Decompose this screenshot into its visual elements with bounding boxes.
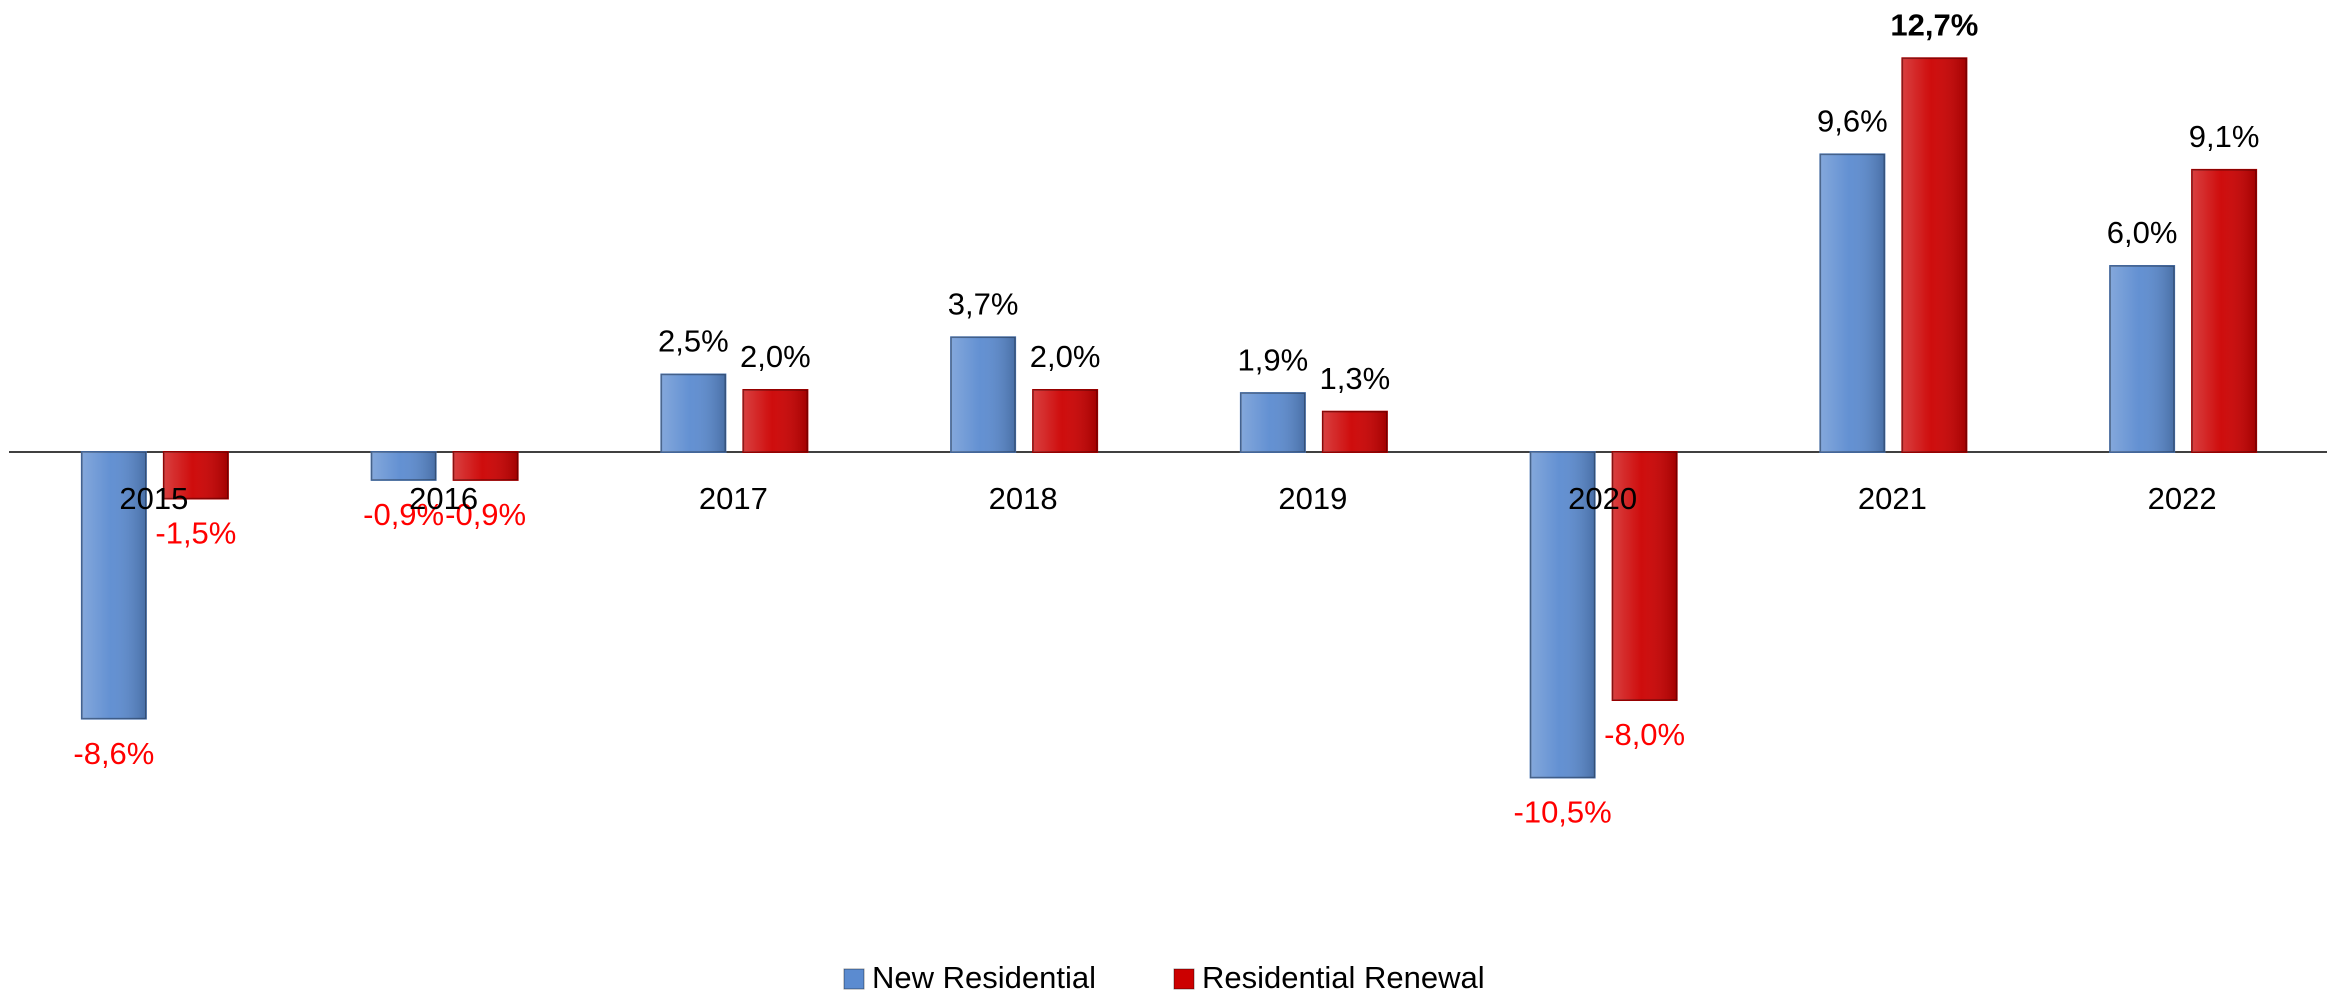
value-label: -8,0% <box>1604 717 1685 752</box>
bar-sheen <box>1819 153 1886 453</box>
legend-label: New Residential <box>872 960 1096 995</box>
x-tick-label: 2015 <box>119 481 188 516</box>
bar-sheen <box>742 389 809 453</box>
bar-sheen <box>370 451 437 481</box>
value-label: -0,9% <box>363 497 444 532</box>
bar-sheen <box>1529 451 1596 779</box>
value-label: -1,5% <box>155 516 236 551</box>
legend-swatch <box>843 968 865 990</box>
value-label: 6,0% <box>2107 215 2178 250</box>
value-label: -0,9% <box>445 497 526 532</box>
legend: New Residential Residential Renewal <box>843 960 1485 995</box>
bar-sheen <box>2109 265 2175 453</box>
bar-sheen <box>1901 57 1968 453</box>
x-tick-label: 2018 <box>989 481 1058 516</box>
value-label: 9,6% <box>1817 104 1888 139</box>
value-label: 1,3% <box>1320 361 1391 396</box>
value-label: 2,5% <box>658 324 729 359</box>
value-label: 9,1% <box>2189 119 2260 154</box>
value-label: 2,0% <box>1030 339 1101 374</box>
bar-sheen <box>950 336 1016 453</box>
bar-sheen <box>2191 169 2257 453</box>
value-label: 3,7% <box>948 286 1019 321</box>
bar-sheen <box>660 373 727 453</box>
bar-sheen <box>1611 451 1678 701</box>
legend-swatch <box>1173 968 1195 990</box>
bar-sheen <box>163 451 229 500</box>
value-label: 1,9% <box>1238 342 1309 377</box>
legend-label: Residential Renewal <box>1202 960 1485 995</box>
x-tick-label: 2019 <box>1278 481 1347 516</box>
bar-sheen <box>81 451 147 720</box>
x-tick-label: 2016 <box>409 481 478 516</box>
value-label: -10,5% <box>1514 795 1612 830</box>
value-label: -8,6% <box>73 736 154 771</box>
bar-sheen <box>452 451 519 481</box>
x-tick-label: 2022 <box>2148 481 2217 516</box>
value-label: 2,0% <box>740 339 811 374</box>
bar-sheen <box>1032 389 1098 453</box>
bar-sheen <box>1240 392 1306 453</box>
x-tick-label: 2020 <box>1568 481 1637 516</box>
x-tick-label: 2021 <box>1858 481 1927 516</box>
value-label: 12,7% <box>1890 7 1978 42</box>
x-tick-label: 2017 <box>699 481 768 516</box>
bar-sheen <box>1322 410 1388 453</box>
